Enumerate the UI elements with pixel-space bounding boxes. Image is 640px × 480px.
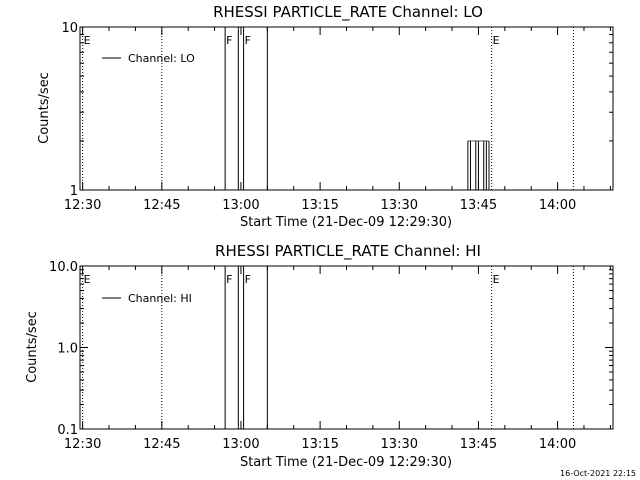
hi-marker-label: F: [245, 273, 251, 286]
hi-x-tick-label: 14:00: [539, 437, 576, 452]
hi-marker-label: F: [226, 273, 232, 286]
hi-y-tick-label: 0.1: [57, 423, 78, 438]
generation-timestamp: 16-Oct-2021 22:15: [560, 469, 636, 478]
lo-x-tick-label: 13:15: [301, 198, 338, 213]
lo-x-tick-label: 13:30: [381, 198, 418, 213]
lo-x-tick-label: 13:00: [222, 198, 259, 213]
hi-marker-label: E: [84, 273, 91, 286]
lo-x-axis-label: Start Time (21-Dec-09 12:29:30): [240, 215, 452, 230]
hi-channel-panel: RHESSI PARTICLE_RATE Channel: HI Counts/…: [25, 242, 614, 470]
lo-y-tick-label: 1: [70, 184, 78, 199]
hi-y-axis-label: Counts/sec: [25, 311, 40, 383]
lo-y-axis-label: Counts/sec: [37, 72, 52, 144]
lo-channel-panel: RHESSI PARTICLE_RATE Channel: LO Counts/…: [37, 3, 614, 230]
lo-marker-label: F: [226, 34, 232, 47]
hi-y-tick-label: 1.0: [57, 342, 78, 357]
lo-x-tick-label: 12:30: [64, 198, 101, 213]
hi-x-tick-label: 12:30: [64, 437, 101, 452]
hi-plot-frame: [79, 265, 614, 430]
hi-legend-label: Channel: HI: [128, 292, 192, 305]
hi-y-tick-label: 10.0: [49, 260, 78, 275]
hi-chart-title: RHESSI PARTICLE_RATE Channel: HI: [215, 242, 481, 261]
hi-x-tick-label: 13:15: [301, 437, 338, 452]
lo-marker-label: E: [493, 34, 500, 47]
lo-marker-label: F: [245, 34, 251, 47]
lo-x-tick-label: 14:00: [539, 198, 576, 213]
lo-marker-label: E: [84, 34, 91, 47]
hi-marker-label: E: [493, 273, 500, 286]
lo-chart-title: RHESSI PARTICLE_RATE Channel: LO: [213, 3, 483, 22]
hi-x-tick-label: 12:45: [143, 437, 180, 452]
hi-x-axis-label: Start Time (21-Dec-09 12:29:30): [240, 455, 452, 470]
lo-x-tick-label: 12:45: [143, 198, 180, 213]
lo-x-tick-label: 13:45: [460, 198, 497, 213]
hi-x-tick-label: 13:30: [381, 437, 418, 452]
hi-x-tick-label: 13:45: [460, 437, 497, 452]
hi-x-tick-label: 13:00: [222, 437, 259, 452]
lo-legend-label: Channel: LO: [128, 52, 195, 65]
lo-y-tick-label: 10: [61, 21, 78, 36]
